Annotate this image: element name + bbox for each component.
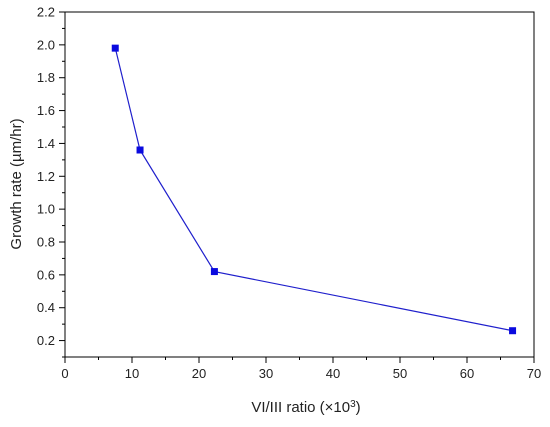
series-layer [111,44,517,335]
x-tick-label: 30 [259,366,273,381]
data-point [111,44,119,52]
y-tick-label: 1.2 [37,169,55,184]
data-point [210,268,218,276]
y-tick-label: 2.2 [37,5,55,20]
data-point [136,146,144,154]
x-axis-ticks: 0 10 20 30 40 50 60 70 [61,357,541,381]
y-tick-label: 0.8 [37,235,55,250]
x-axis-label-superscript: 3 [350,399,356,410]
x-tick-label: 20 [192,366,206,381]
plot-frame [64,11,535,358]
x-tick-label: 60 [460,366,474,381]
data-point [509,327,517,335]
y-tick-label: 1.0 [37,202,55,217]
y-axis-ticks: 0.2 0.4 0.6 0.8 1.0 1.2 1.4 1.6 1.8 2.0 2.2 [37,5,65,358]
y-tick-label: 1.8 [37,70,55,85]
x-tick-label: 40 [326,366,340,381]
x-axis-label: VI/III ratio (×103) [251,399,360,417]
y-tick-label: 0.4 [37,300,55,315]
y-tick-label: 1.4 [37,136,55,151]
x-tick-label: 10 [125,366,139,381]
y-tick-label: 0.6 [37,267,55,282]
y-tick-label: 2.0 [37,37,55,52]
y-tick-label: 1.6 [37,103,55,118]
x-tick-label: 50 [393,366,407,381]
series-line [114,47,513,332]
x-tick-label: 0 [61,366,68,381]
y-axis-label: Growth rate (µm/hr) [8,118,25,249]
y-tick-label: 0.2 [37,333,55,348]
x-tick-label: 70 [527,366,541,381]
